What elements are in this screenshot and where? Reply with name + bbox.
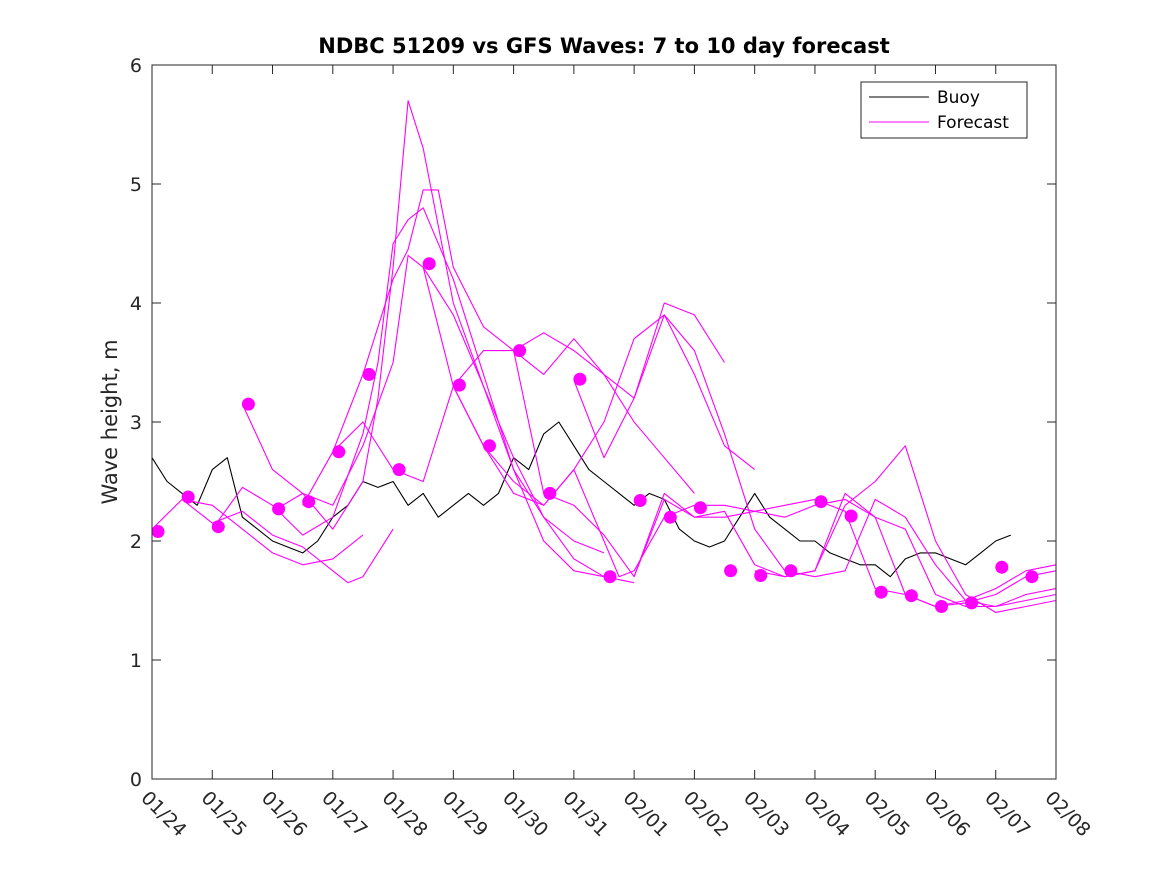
forecast-marker	[151, 525, 165, 538]
forecast-marker	[543, 486, 557, 500]
forecast-series-line-5	[272, 254, 635, 584]
forecast-marker	[995, 560, 1009, 574]
forecast-marker	[784, 564, 798, 578]
forecast-marker	[633, 494, 647, 507]
y-tick-label: 6	[130, 55, 142, 77]
forecast-marker	[272, 502, 286, 516]
forecast-marker	[332, 445, 346, 459]
y-tick-label: 3	[130, 412, 142, 434]
y-tick-label: 1	[130, 650, 142, 672]
forecast-marker	[724, 564, 738, 578]
forecast-marker	[754, 569, 768, 582]
forecast-marker	[302, 495, 316, 509]
forecast-series-line-13	[754, 492, 1057, 608]
forecast-marker	[452, 378, 466, 392]
legend-forecast-label: Forecast	[937, 113, 1009, 133]
forecast-marker	[392, 463, 406, 477]
forecast-marker	[241, 397, 255, 411]
forecast-marker	[965, 596, 979, 610]
y-tick-label: 4	[130, 293, 142, 315]
forecast-marker	[573, 372, 587, 386]
forecast-series-line-6	[302, 189, 695, 506]
y-tick-label: 0	[130, 769, 142, 791]
legend-buoy-label: Buoy	[937, 88, 980, 108]
forecast-marker	[693, 501, 707, 515]
forecast-series-line-9	[452, 386, 816, 578]
legend: Buoy Forecast	[860, 81, 1028, 139]
forecast-marker	[844, 509, 858, 523]
y-tick-label: 5	[130, 174, 142, 196]
forecast-marker	[874, 585, 888, 599]
forecast-marker	[663, 510, 677, 524]
forecast-marker	[362, 367, 376, 381]
y-tick-label: 2	[130, 531, 142, 553]
chart-title: NDBC 51209 vs GFS Waves: 7 to 10 day for…	[318, 34, 889, 58]
forecast-marker	[422, 257, 436, 271]
forecast-marker	[181, 490, 195, 504]
forecast-marker	[935, 600, 948, 613]
forecast-marker	[1025, 570, 1039, 584]
forecast-marker	[211, 520, 225, 534]
forecast-marker	[513, 344, 527, 358]
forecast-marker	[904, 589, 918, 603]
legend-box	[860, 81, 1028, 139]
forecast-series-line-2	[181, 498, 394, 584]
forecast-marker	[814, 495, 828, 509]
forecast-marker	[483, 439, 496, 453]
forecast-marker	[603, 570, 617, 584]
plot-area	[151, 100, 1057, 613]
y-axis-label: Wave height, m	[98, 339, 122, 504]
